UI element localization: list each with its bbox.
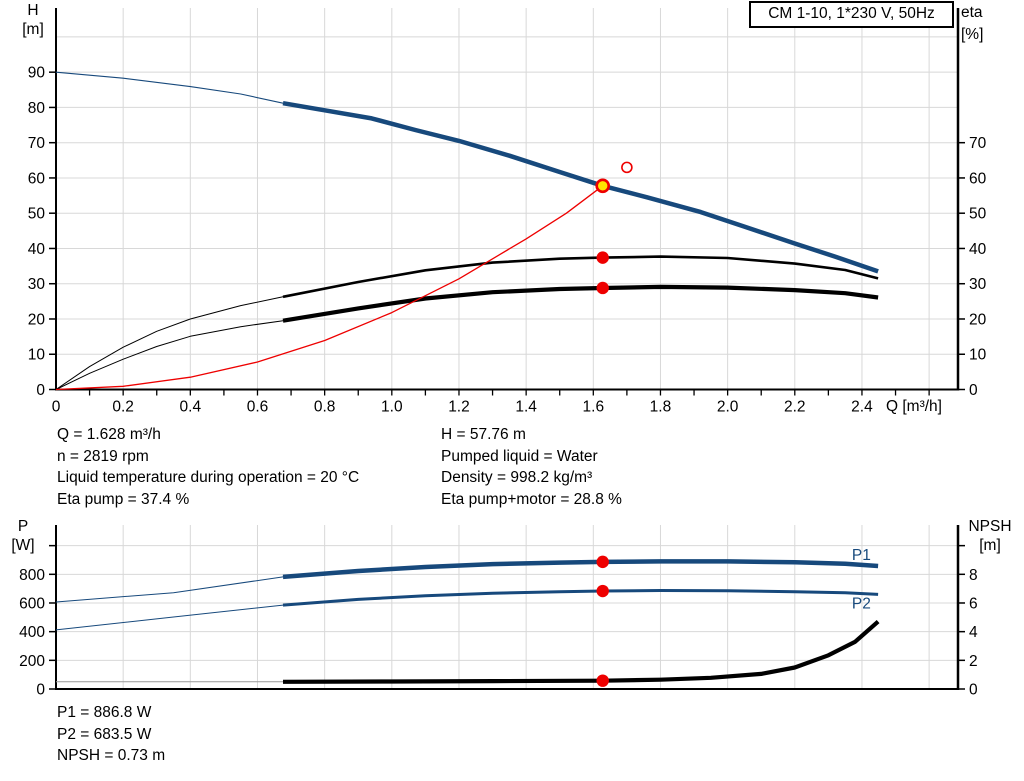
y-tick-label: 50 — [28, 206, 46, 223]
npsh-duty-marker[interactable] — [596, 674, 609, 687]
p2-curve-extension — [55, 604, 284, 631]
x-tick-label: 0 — [52, 399, 61, 416]
npsh-axis-label: NPSH [m] — [968, 518, 1012, 554]
y-tick-label: 40 — [28, 241, 46, 258]
y-tick-label: 4 — [969, 624, 978, 641]
annotation-line: P1 = 886.8 W — [57, 704, 152, 721]
y-tick-label: 20 — [28, 311, 46, 328]
pump-title-box: CM 1-10, 1*230 V, 50Hz — [749, 1, 954, 28]
x-tick-label: 0.8 — [314, 399, 336, 416]
x-tick-label: 1.6 — [583, 399, 605, 416]
annotation-line: Eta pump+motor = 28.8 % — [441, 491, 622, 509]
y-tick-label: 30 — [28, 276, 46, 293]
p1-curve-extension — [55, 576, 284, 603]
annotation-line: Eta pump = 37.4 % — [57, 491, 190, 509]
eta-axis-label: eta [%] — [961, 4, 984, 43]
y-tick-label: 80 — [28, 100, 46, 117]
q-axis-label: Q [m³/h] — [886, 398, 942, 415]
eta-pump-motor-curve — [282, 284, 879, 323]
y-tick-label: 20 — [969, 311, 987, 328]
y-tick-label: 60 — [28, 170, 46, 187]
duty-annotations-left: Q = 1.628 m³/h n = 2819 rpm Liquid tempe… — [57, 424, 359, 511]
annotation-line: Q = 1.628 m³/h — [57, 426, 161, 443]
y-tick-label: 600 — [19, 595, 45, 612]
annotation-line: Liquid temperature during operation = 20… — [57, 469, 360, 487]
y-tick-label: 70 — [969, 135, 987, 152]
p-axis-label: P [W] — [11, 518, 35, 554]
y-tick-label: 0 — [969, 382, 978, 399]
eta-pump-curve-extension — [55, 296, 284, 390]
npsh-curve — [282, 620, 880, 684]
curve-label-p1: P1 — [852, 547, 871, 564]
y-tick-label: 8 — [969, 567, 978, 584]
y-tick-label: 10 — [28, 347, 46, 364]
eta-pump-duty-marker[interactable] — [596, 251, 609, 264]
x-tick-label: 1.8 — [650, 399, 672, 416]
y-tick-label: 60 — [969, 170, 987, 187]
x-tick-label: 2.4 — [851, 399, 873, 416]
y-tick-label: 30 — [969, 276, 987, 293]
annotation-line: n = 2819 rpm — [57, 447, 149, 465]
y-tick-label: 90 — [28, 65, 46, 82]
y-tick-label: 2 — [969, 653, 978, 670]
x-tick-label: 2.0 — [717, 399, 739, 416]
curve-label-p2: P2 — [852, 596, 871, 613]
annotation-line: H = 57.76 m — [441, 426, 526, 443]
x-tick-label: 1.4 — [515, 399, 537, 416]
power-annotations: P1 = 886.8 W P2 = 683.5 W NPSH = 0.73 m — [57, 702, 165, 767]
annotation-line: Pumped liquid = Water — [441, 447, 598, 465]
p1-duty-marker[interactable] — [596, 555, 609, 569]
x-tick-label: 1.0 — [381, 399, 403, 416]
head-curve-extension — [55, 71, 284, 104]
y-tick-label: 10 — [969, 347, 987, 364]
y-tick-label: 0 — [36, 682, 45, 699]
x-tick-label: 0.6 — [247, 399, 269, 416]
annotation-line: NPSH = 0.73 m — [57, 747, 166, 765]
x-tick-label: 0.2 — [112, 399, 134, 416]
y-tick-label: 6 — [969, 595, 978, 612]
y-tick-label: 50 — [969, 206, 987, 223]
rated-duty-marker[interactable] — [621, 161, 633, 174]
y-tick-label: 0 — [969, 682, 978, 699]
y-tick-label: 40 — [969, 241, 987, 258]
system-curve — [55, 185, 604, 391]
head-curve — [282, 100, 879, 274]
x-tick-label: 0.4 — [180, 399, 202, 416]
y-tick-label: 0 — [36, 382, 45, 399]
y-tick-label: 70 — [28, 135, 46, 152]
y-tick-label: 400 — [19, 624, 45, 641]
annotation-line: Density = 998.2 kg/m³ — [441, 469, 593, 487]
annotation-line: P2 = 683.5 W — [57, 725, 152, 743]
y-tick-label: 800 — [19, 567, 45, 584]
x-tick-label: 2.2 — [784, 399, 806, 416]
eta-pump-motor-curve-extension — [55, 320, 284, 390]
h-axis-label: H [m] — [22, 2, 44, 38]
pump-title: CM 1-10, 1*230 V, 50Hz — [768, 5, 935, 22]
eta-pump-motor-duty-marker[interactable] — [596, 281, 609, 295]
duty-annotations-right: H = 57.76 m Pumped liquid = Water Densit… — [441, 424, 622, 511]
duty-point-marker[interactable] — [595, 178, 611, 194]
x-tick-label: 1.2 — [448, 399, 470, 416]
y-tick-label: 200 — [19, 653, 45, 670]
p2-duty-marker[interactable] — [596, 584, 609, 598]
